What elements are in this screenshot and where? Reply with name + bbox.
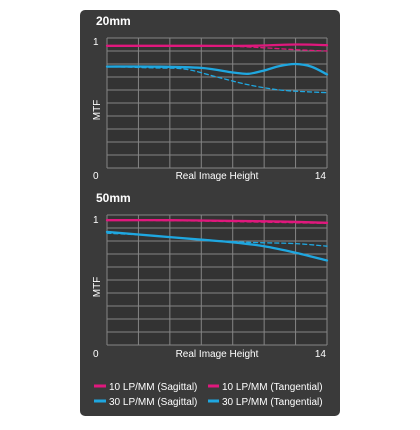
series-line-10-lp-mm-tangential xyxy=(106,45,328,52)
chart-title: 50mm xyxy=(96,191,131,205)
legend-label: 30 LP/MM (Sagittal) xyxy=(109,397,197,408)
legend-item: 10 LP/MM (Sagittal) xyxy=(94,382,197,393)
series-line-30-lp-mm-tangential xyxy=(106,232,328,247)
x-tick-label-max: 14 xyxy=(315,171,327,182)
mtf-chart-50mm: 50mm 1 0 14 Real Image Height MTF xyxy=(92,191,329,360)
x-tick-label-min: 0 xyxy=(93,171,99,182)
y-axis-title: MTF xyxy=(92,100,103,121)
legend-item: 10 LP/MM (Tangential) xyxy=(208,382,323,393)
x-axis-title: Real Image Height xyxy=(176,171,259,182)
series-line-30-lp-mm-tangential xyxy=(106,65,328,94)
y-axis-title: MTF xyxy=(92,277,103,298)
chart-title: 20mm xyxy=(96,14,131,28)
legend-item: 30 LP/MM (Tangential) xyxy=(208,397,323,408)
y-tick-label-max: 1 xyxy=(93,37,99,48)
legend-label: 10 LP/MM (Sagittal) xyxy=(109,382,197,393)
plot-area xyxy=(105,214,329,346)
x-tick-label-min: 0 xyxy=(93,349,99,360)
plot-area xyxy=(105,37,329,169)
mtf-chart-20mm: 20mm 1 0 14 Real Image Height MTF xyxy=(92,14,329,182)
x-tick-label-max: 14 xyxy=(315,349,327,360)
legend-label: 30 LP/MM (Tangential) xyxy=(222,397,323,408)
series-line-10-lp-mm-tangential xyxy=(106,219,328,225)
series-line-30-lp-mm-sagittal xyxy=(105,230,329,262)
legend-label: 10 LP/MM (Tangential) xyxy=(222,382,323,393)
y-tick-label-max: 1 xyxy=(93,215,99,226)
chart-legend: 10 LP/MM (Sagittal) 10 LP/MM (Tangential… xyxy=(94,382,323,408)
series-line-30-lp-mm-sagittal xyxy=(105,62,329,76)
legend-item: 30 LP/MM (Sagittal) xyxy=(94,397,197,408)
x-axis-title: Real Image Height xyxy=(176,349,259,360)
